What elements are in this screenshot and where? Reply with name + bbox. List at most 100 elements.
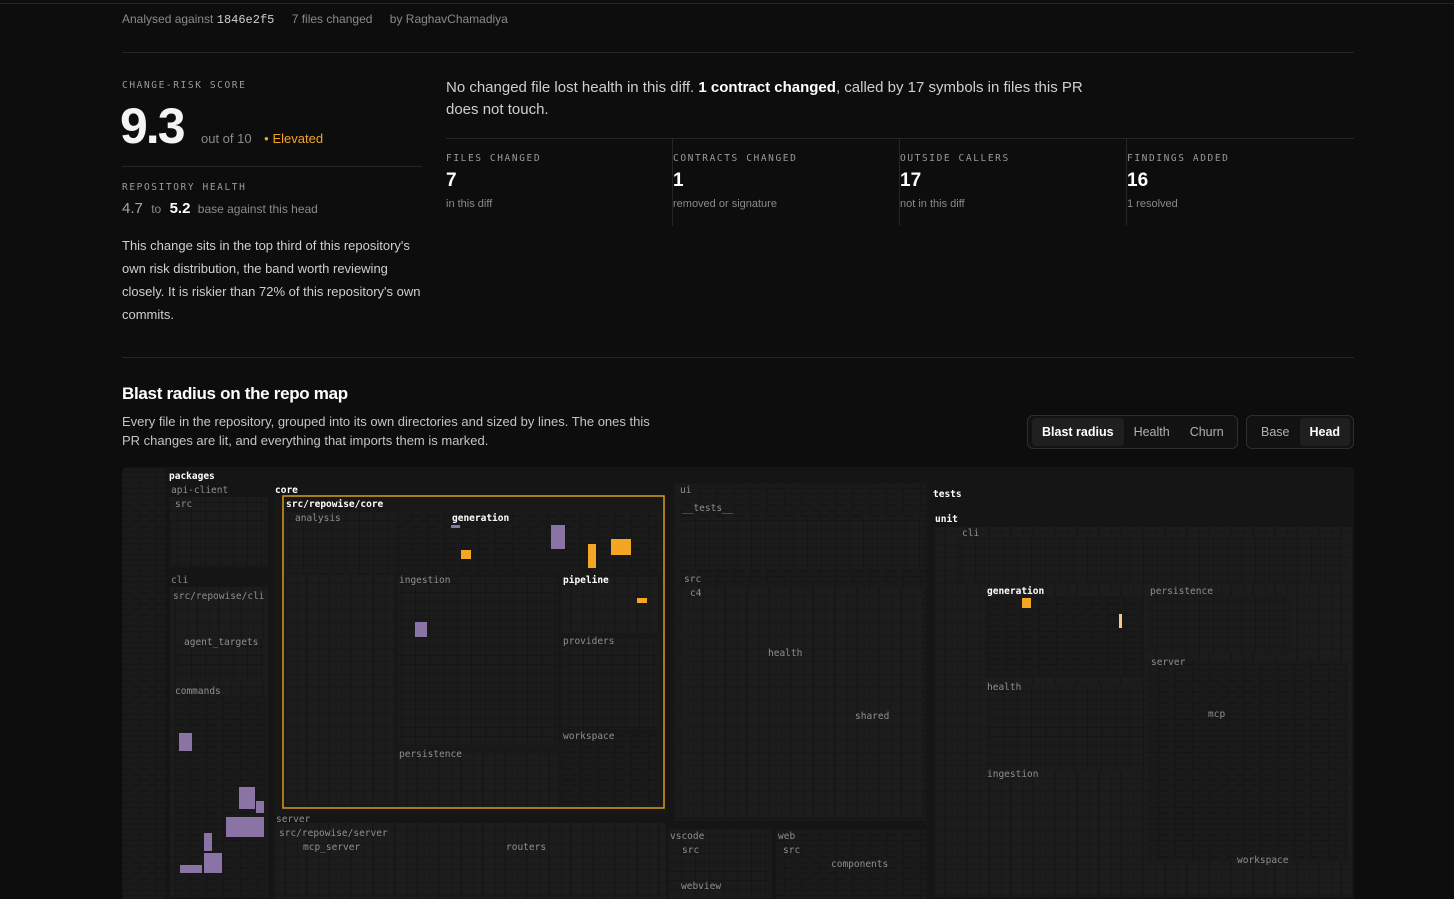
importer-file[interactable]	[180, 865, 202, 873]
treemap-label: src/repowise/server	[279, 828, 388, 839]
importer-file[interactable]	[451, 525, 460, 528]
treemap-label: cli	[171, 575, 188, 586]
treemap-label: vscode	[670, 831, 705, 842]
dir-persistence[interactable]	[398, 753, 558, 807]
treemap-label: health	[768, 648, 802, 659]
blast-radius-subtitle: Every file in the repository, grouped in…	[122, 414, 650, 448]
changed-file[interactable]	[588, 544, 596, 568]
treemap-label: src	[783, 845, 800, 856]
section-divider	[122, 52, 1354, 53]
importer-file[interactable]	[415, 622, 427, 637]
dir-agent-targets[interactable]	[177, 639, 265, 681]
changed-file[interactable]	[1119, 614, 1122, 628]
mode-churn-button[interactable]: Churn	[1189, 425, 1224, 439]
stats-divider	[446, 138, 1354, 139]
importer-file[interactable]	[226, 817, 264, 837]
dir-test-health[interactable]	[986, 685, 1144, 771]
dir-api-client[interactable]	[170, 497, 268, 567]
importer-file[interactable]	[551, 525, 565, 549]
repo-treemap[interactable]: packages api-client src cli src/repowise…	[122, 467, 1354, 899]
commit-meta: Analysed against 1846e2f5 7 files change…	[122, 12, 522, 27]
treemap-label: commands	[175, 686, 221, 697]
treemap-label: webview	[681, 881, 721, 892]
treemap-label: workspace	[563, 731, 615, 742]
treemap-label: shared	[855, 711, 889, 722]
dir-test-cli[interactable]	[958, 537, 1346, 583]
treemap-label: server	[1151, 657, 1186, 668]
treemap-label: packages	[169, 471, 215, 482]
dir-ui-tests[interactable]	[682, 517, 922, 569]
treemap-label: health	[987, 682, 1021, 693]
treemap-label: tests	[933, 489, 962, 500]
analysed-against: Analysed against 1846e2f5	[122, 12, 275, 27]
section-divider-2	[122, 357, 1354, 358]
dir-server[interactable]	[274, 823, 666, 899]
dir-ingestion[interactable]	[398, 577, 558, 747]
author: by RaghavChamadiya	[389, 12, 508, 26]
blast-radius-title: Blast radius on the repo map	[122, 384, 348, 403]
score-label: CHANGE-RISK SCORE	[122, 80, 247, 91]
dir-test-server[interactable]	[1148, 661, 1348, 861]
dir-workspace[interactable]	[562, 735, 660, 807]
treemap-label: mcp	[1208, 709, 1225, 720]
score-out-of: out of 10	[201, 131, 252, 146]
changed-file[interactable]	[611, 539, 631, 555]
root-files	[123, 469, 165, 899]
treemap-label: persistence	[399, 749, 462, 760]
treemap-label: c4	[690, 588, 702, 599]
treemap-label: src/repowise/core	[286, 499, 384, 510]
stat-findings-added: FINDINGS ADDED 16 1 resolved	[1126, 138, 1228, 226]
health-from: 4.7	[122, 200, 143, 217]
dir-web[interactable]	[776, 829, 926, 899]
dir-ui-src[interactable]	[682, 587, 922, 817]
dir-generation[interactable]	[398, 511, 560, 573]
version-head-button[interactable]: Head	[1299, 418, 1351, 446]
repo-health-label: REPOSITORY HEALTH	[122, 182, 247, 193]
score-divider	[122, 166, 422, 167]
status-dot-icon: ●	[264, 134, 269, 143]
treemap-label: ingestion	[399, 575, 450, 586]
risk-score: 9.3	[120, 98, 186, 154]
version-toggle: Base Head	[1246, 415, 1354, 449]
importer-file[interactable]	[239, 787, 255, 809]
treemap-label: generation	[452, 513, 509, 524]
dir-vscode[interactable]	[668, 829, 772, 899]
treemap-label: src	[684, 574, 701, 585]
stat-outside-callers: OUTSIDE CALLERS 17 not in this diff	[899, 138, 1008, 226]
risk-description: This change sits in the top third of thi…	[122, 238, 421, 322]
headline-summary: No changed file lost health in this diff…	[446, 79, 1083, 118]
treemap-label: src	[682, 845, 699, 856]
treemap-label: generation	[987, 586, 1044, 597]
importer-file[interactable]	[256, 801, 264, 813]
stat-contracts-changed: CONTRACTS CHANGED 1 removed or signature	[672, 138, 796, 226]
importer-file[interactable]	[204, 833, 212, 851]
dir-test-persistence[interactable]	[1148, 597, 1292, 653]
importer-file[interactable]	[204, 853, 222, 873]
view-mode-toggle: Blast radius Health Churn	[1027, 415, 1238, 449]
dir-analysis-a[interactable]	[284, 511, 396, 573]
dir-analysis-b[interactable]	[284, 575, 396, 805]
contract-changed-outline	[282, 495, 665, 809]
treemap-label: core	[275, 485, 298, 496]
treemap-label: mcp_server	[303, 842, 360, 853]
treemap-label: workspace	[1237, 855, 1289, 866]
treemap-label: agent_targets	[184, 637, 258, 648]
mode-health-button[interactable]: Health	[1133, 425, 1170, 439]
dir-pipeline[interactable]	[562, 577, 660, 633]
changed-file[interactable]	[637, 598, 647, 603]
changed-file[interactable]	[461, 550, 471, 559]
version-base-button[interactable]: Base	[1261, 425, 1290, 439]
treemap-label: ingestion	[987, 769, 1038, 780]
repo-health-values: 4.7 to 5.2 base against this head	[122, 200, 318, 217]
mode-blast-radius-button[interactable]: Blast radius	[1032, 418, 1124, 446]
dir-test-generation[interactable]	[984, 597, 1144, 677]
risk-level-badge: ● Elevated	[264, 131, 324, 146]
dir-providers[interactable]	[562, 639, 660, 729]
dir-test-ingestion[interactable]	[986, 773, 1144, 897]
commit-sha[interactable]: 1846e2f5	[216, 13, 275, 27]
importer-file[interactable]	[179, 733, 192, 751]
treemap-label: persistence	[1150, 586, 1213, 597]
treemap-label: routers	[506, 842, 546, 853]
changed-file[interactable]	[1022, 598, 1031, 608]
treemap-label: pipeline	[563, 575, 609, 586]
